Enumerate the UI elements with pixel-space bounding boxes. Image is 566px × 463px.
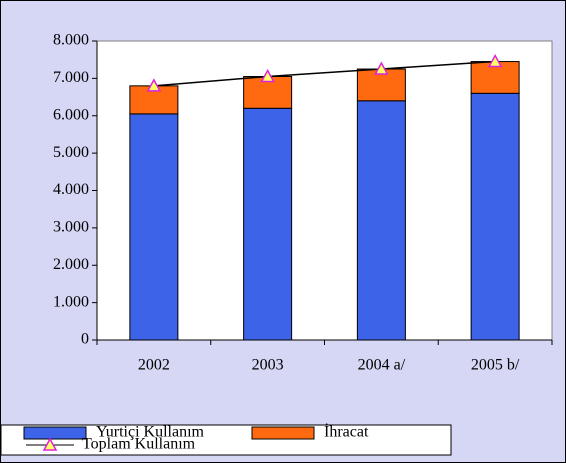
y-tick-label: 3.000 (53, 219, 89, 236)
bar (470, 92, 520, 341)
x-tick-label: 2003 (252, 357, 284, 374)
bar (243, 107, 293, 341)
y-tick-label: 0 (81, 331, 89, 348)
legend-swatch (251, 426, 315, 440)
y-tick-label: 6.000 (53, 106, 89, 123)
legend-label: Yurtiçi Kullanım (96, 424, 205, 441)
y-tick-label: 2.000 (53, 256, 89, 273)
y-tick-label: 1.000 (53, 293, 89, 310)
x-tick-label: 2005 b/ (471, 357, 520, 374)
x-tick-label: 2004 a/ (358, 357, 406, 374)
line (153, 60, 496, 87)
bar (356, 100, 406, 341)
legend-marker (42, 437, 58, 451)
y-tick-label: 4.000 (53, 181, 89, 198)
y-tick-label: 8.000 (53, 32, 89, 49)
y-tick-label: 5.000 (53, 144, 89, 161)
marker (487, 53, 503, 68)
legend-label: İhracat (324, 423, 369, 441)
y-tick-label: 7.000 (53, 69, 89, 86)
bar (129, 113, 179, 341)
marker (260, 68, 275, 83)
legend-label: Toplam Kullanım (82, 436, 196, 453)
marker (374, 61, 389, 75)
x-tick-label: 2002 (138, 357, 170, 374)
marker (146, 78, 162, 92)
legend-swatch (23, 426, 87, 440)
